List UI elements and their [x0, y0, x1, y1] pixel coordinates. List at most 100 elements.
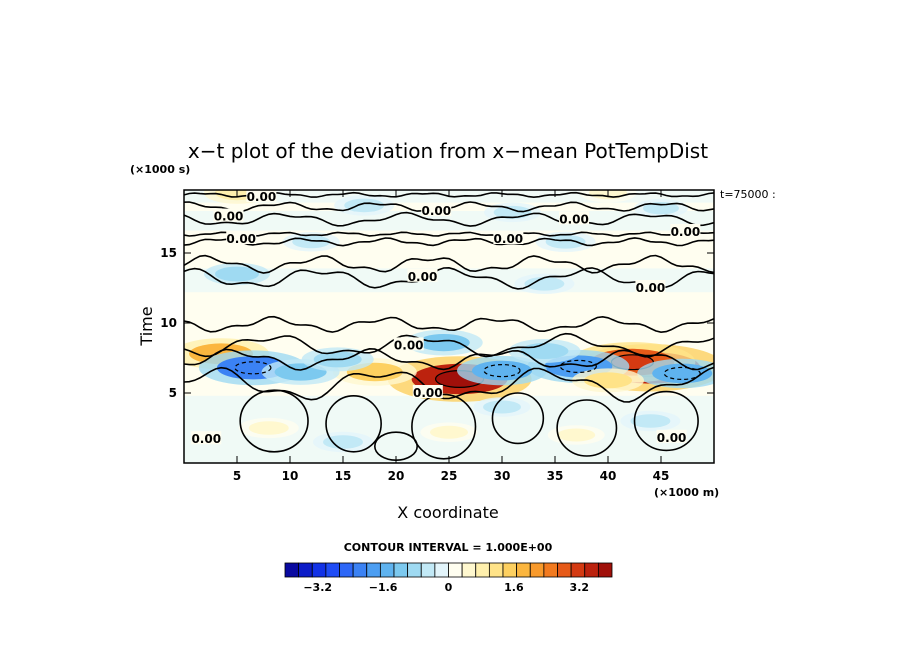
y-tick-label: 15	[160, 246, 177, 260]
colorbar-swatch	[461, 562, 477, 578]
anomaly-blob	[652, 363, 713, 384]
contour-label-bg	[421, 203, 452, 216]
y-tick-label: 5	[169, 386, 177, 400]
anomaly-blob	[557, 428, 596, 442]
contour-label-bg	[559, 211, 590, 225]
negative-contour	[234, 361, 272, 375]
anomaly-blob	[643, 202, 679, 215]
contour-label: 0.00	[226, 232, 256, 246]
anomaly-band	[184, 268, 714, 293]
anomaly-blob	[248, 421, 289, 435]
colorbar-swatch	[407, 562, 422, 578]
contour-label-bg	[246, 190, 277, 202]
anomaly-blob	[344, 198, 385, 213]
contour-label: 0.00	[214, 210, 244, 224]
x-tick-label: 15	[335, 469, 352, 483]
colorbar-swatch	[420, 562, 436, 578]
x-tick-label: 20	[388, 469, 405, 483]
x-axis-label: X coordinate	[397, 503, 498, 522]
y-tick-label: 10	[160, 316, 177, 330]
contour-label: 0.00	[657, 431, 687, 445]
zero-contour	[184, 315, 714, 334]
y-axis: 5 10 15	[160, 246, 714, 400]
anomaly-blob	[472, 360, 532, 381]
colorbar-swatch	[475, 562, 490, 578]
contour-label-bg	[213, 208, 244, 222]
anomaly-blob	[630, 414, 671, 428]
contour-label: 0.00	[559, 212, 589, 226]
anomaly-blob	[215, 266, 259, 282]
zero-contour	[184, 366, 714, 403]
contour-label-bg	[670, 224, 701, 237]
colorbar-tick-label: −3.2	[303, 581, 332, 594]
contour-label: 0.00	[394, 338, 424, 352]
colorbar-swatch	[284, 562, 300, 578]
zero-contour	[184, 266, 714, 290]
zero-contour-loop	[491, 392, 545, 445]
colorbar-swatch	[543, 562, 558, 578]
x-tick-label: 35	[547, 469, 564, 483]
anomaly-blob	[483, 400, 521, 414]
zero-contour-loop	[239, 389, 309, 453]
anomaly-blob	[584, 372, 632, 389]
colorbar-swatch	[352, 562, 368, 578]
zero-contour	[184, 332, 714, 358]
contour-label: 0.00	[191, 432, 221, 446]
colorbar-swatch	[434, 562, 449, 578]
negative-contour	[559, 359, 597, 373]
contour-label-bg	[656, 429, 687, 443]
colorbar-tick-label: −1.6	[369, 581, 398, 594]
x-tick-label: 10	[282, 469, 299, 483]
contour-label-bg	[407, 268, 438, 282]
contour-label-bg	[493, 231, 524, 244]
colorbar-swatch	[570, 562, 586, 578]
x-tick-label: 40	[600, 469, 617, 483]
chart-title: x−t plot of the deviation from x−mean Po…	[188, 139, 708, 163]
contour-label: 0.00	[421, 204, 451, 218]
anomaly-blob	[430, 425, 468, 439]
zero-contour	[184, 347, 714, 371]
colorbar-swatch	[298, 562, 313, 578]
zero-contour	[184, 211, 714, 227]
contour-label-bg	[191, 431, 222, 445]
zero-contour	[184, 254, 714, 274]
x-tick-label: 5	[233, 469, 241, 483]
contour-label-bg	[226, 231, 257, 244]
colorbar-tick-label: 3.2	[570, 581, 590, 594]
colorbar-swatch	[529, 562, 545, 578]
anomaly-blob	[545, 235, 586, 249]
zero-contour	[184, 231, 714, 237]
zero-contour-loop	[325, 394, 382, 453]
zero-contour-loop	[411, 393, 477, 460]
colorbar-swatch	[393, 562, 409, 578]
anomaly-blob	[323, 435, 363, 449]
contour-label: 0.00	[408, 270, 438, 284]
colorbar-swatch	[366, 562, 381, 578]
colorbar-swatch	[557, 562, 572, 578]
colorbar-swatch	[379, 562, 395, 578]
zero-contour-loop	[633, 390, 699, 452]
colorbar-swatch	[516, 562, 531, 578]
colorbar-swatch	[584, 562, 599, 578]
colorbar-swatch	[597, 562, 613, 578]
x-tick-label: 45	[653, 469, 670, 483]
colorbar-tick-label: 0	[445, 581, 453, 594]
contour-label: 0.00	[671, 225, 701, 239]
x-tick-label: 25	[441, 469, 458, 483]
contour-label: 0.00	[247, 190, 277, 204]
zero-contour-loop	[556, 399, 618, 457]
x-axis: 5 10 15 20 25 30 35 40 45	[233, 190, 670, 483]
y-axis-label: Time	[137, 306, 156, 346]
anomaly-blob	[520, 343, 569, 359]
colorbar-swatch	[502, 562, 518, 578]
colorbar-tick-label: 1.6	[504, 581, 524, 594]
contour-label: 0.00	[636, 281, 666, 295]
negative-contour	[663, 366, 701, 380]
colorbar-swatch	[448, 562, 463, 578]
colorbar	[284, 562, 613, 578]
colorbar-ticks: −3.2 −1.6 0 1.6 3.2	[303, 581, 589, 594]
x-unit-label: (×1000 m)	[654, 486, 719, 499]
colorbar-swatch	[339, 562, 354, 578]
y-unit-label: (×1000 s)	[130, 163, 190, 176]
